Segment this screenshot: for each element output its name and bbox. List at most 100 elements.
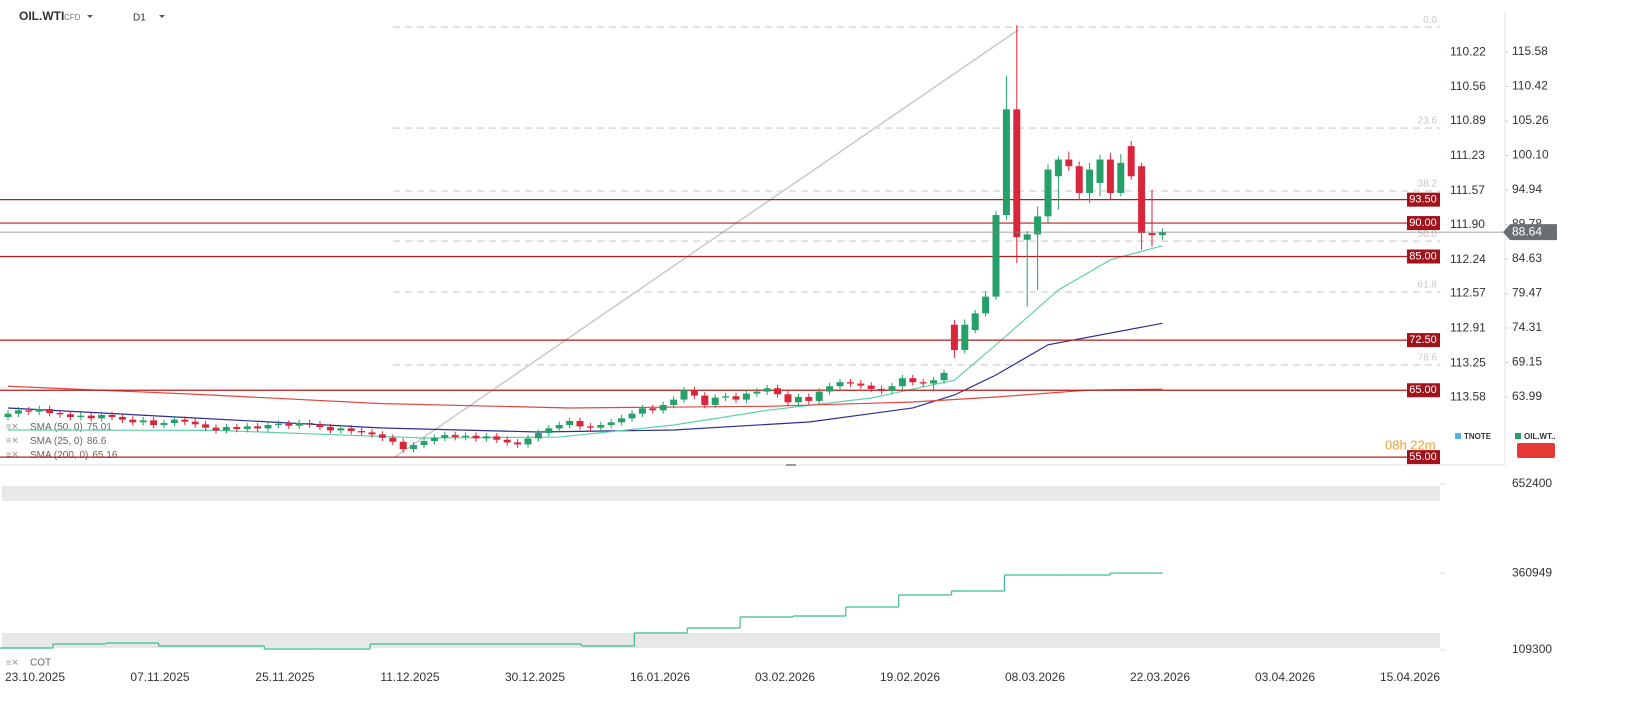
level-label: 93.50 xyxy=(1409,194,1437,206)
cot-band xyxy=(2,486,1440,501)
candle-body xyxy=(430,437,438,442)
y-tick-label: 105.26 xyxy=(1512,113,1549,127)
candle-body xyxy=(638,408,646,414)
y-tick-label: 74.31 xyxy=(1512,320,1542,334)
timeframe-dropdown[interactable] xyxy=(159,15,165,18)
candle-body xyxy=(118,416,126,420)
candle-body xyxy=(524,438,532,445)
sma-value: 75.01 xyxy=(87,422,112,433)
timeframe[interactable]: D1 xyxy=(133,13,146,24)
symbol[interactable]: OIL.WTI xyxy=(19,9,64,23)
y2-tick-label: 111.23 xyxy=(1450,148,1485,162)
candle-body xyxy=(1044,169,1052,217)
x-tick-label: 30.12.2025 xyxy=(505,670,565,684)
y-tick-label: 110.42 xyxy=(1512,79,1548,93)
fib-trendline[interactable] xyxy=(394,29,1019,458)
level-label: 55.00 xyxy=(1409,451,1437,463)
candle-body xyxy=(711,397,719,405)
candle-body xyxy=(659,404,667,411)
candle-body xyxy=(898,378,906,387)
y-tick-label: 69.15 xyxy=(1512,355,1542,369)
legend-label: TNOTE xyxy=(1464,432,1492,441)
candle-body xyxy=(753,391,761,394)
candle-body xyxy=(534,433,542,439)
candle-body xyxy=(545,428,553,434)
candle-body xyxy=(586,426,594,428)
cot-legend-icon: ≡✕ xyxy=(6,657,19,667)
candle-body xyxy=(503,439,511,443)
candle-body xyxy=(846,382,854,384)
level-label-box xyxy=(1407,216,1440,231)
candle-body xyxy=(212,427,220,431)
candle-body xyxy=(940,372,948,381)
market: CFD xyxy=(64,13,81,22)
candle-body xyxy=(410,445,418,450)
candle-body xyxy=(982,296,990,314)
sma-line xyxy=(7,245,1163,439)
sma-legend-icon: ≡✕ xyxy=(6,449,19,459)
candle-body xyxy=(794,396,802,403)
candle-body xyxy=(139,420,147,423)
candle-body xyxy=(1034,216,1042,235)
level-label: 65.00 xyxy=(1409,384,1437,396)
candle-body xyxy=(1086,169,1094,193)
candle-body xyxy=(337,428,345,431)
x-tick-label: 03.02.2026 xyxy=(755,670,815,684)
oil-legend-badge xyxy=(1517,443,1555,458)
candle-body xyxy=(150,420,158,426)
x-tick-label: 22.03.2026 xyxy=(1130,670,1190,684)
candle-body xyxy=(1054,159,1062,177)
level-label: 85.00 xyxy=(1409,250,1437,262)
x-tick-label: 03.04.2026 xyxy=(1255,670,1315,684)
candle-body xyxy=(815,391,823,401)
candle-body xyxy=(181,419,189,422)
sma-legend-icon: ≡✕ xyxy=(6,435,19,445)
candle-body xyxy=(826,386,834,392)
sma-legend: SMA (25, 0) 86.6 xyxy=(30,436,107,447)
sma-value: 86.6 xyxy=(87,436,107,447)
y2-tick-label: 112.91 xyxy=(1450,321,1486,335)
candle-body xyxy=(878,388,886,391)
candle-body xyxy=(243,426,251,430)
candle-body xyxy=(857,383,865,386)
candle-body xyxy=(1023,234,1031,240)
last-price-label: 88.64 xyxy=(1512,224,1542,238)
cot-title: COT xyxy=(30,658,51,669)
candle-body xyxy=(950,324,958,351)
candle-body xyxy=(191,421,199,425)
x-tick-label: 08.03.2026 xyxy=(1005,670,1065,684)
candle-body xyxy=(742,393,750,400)
level-label-box xyxy=(1407,450,1440,465)
y-tick-label: 652400 xyxy=(1512,476,1552,490)
candle-body xyxy=(233,427,241,430)
candle-body xyxy=(108,414,116,417)
y-tick-label: 360949 xyxy=(1512,565,1552,579)
candle-body xyxy=(680,390,688,400)
y2-tick-label: 110.56 xyxy=(1450,79,1486,93)
candle-body xyxy=(254,426,262,429)
candle-body xyxy=(46,408,54,413)
candle-body xyxy=(1002,109,1010,216)
y-tick-label: 115.58 xyxy=(1512,44,1548,58)
y-tick-label: 94.94 xyxy=(1512,182,1542,196)
candle-body xyxy=(971,313,979,331)
candle-body xyxy=(784,394,792,403)
candle-body xyxy=(1096,159,1104,183)
candle-body xyxy=(170,419,178,424)
candle-body xyxy=(378,434,386,438)
candle-body xyxy=(555,425,563,429)
candle-body xyxy=(56,412,64,415)
candle-body xyxy=(326,427,334,431)
y2-tick-label: 112.57 xyxy=(1450,286,1486,300)
symbol-dropdown[interactable] xyxy=(87,15,93,18)
y2-tick-label: 112.24 xyxy=(1450,252,1486,266)
candle-body xyxy=(774,388,782,395)
countdown: 08h 22m xyxy=(1385,437,1436,452)
candle-body xyxy=(451,435,459,438)
candle-body xyxy=(347,428,355,432)
candle-body xyxy=(285,423,293,426)
candle-body xyxy=(597,425,605,428)
y2-tick-label: 113.25 xyxy=(1450,356,1486,370)
